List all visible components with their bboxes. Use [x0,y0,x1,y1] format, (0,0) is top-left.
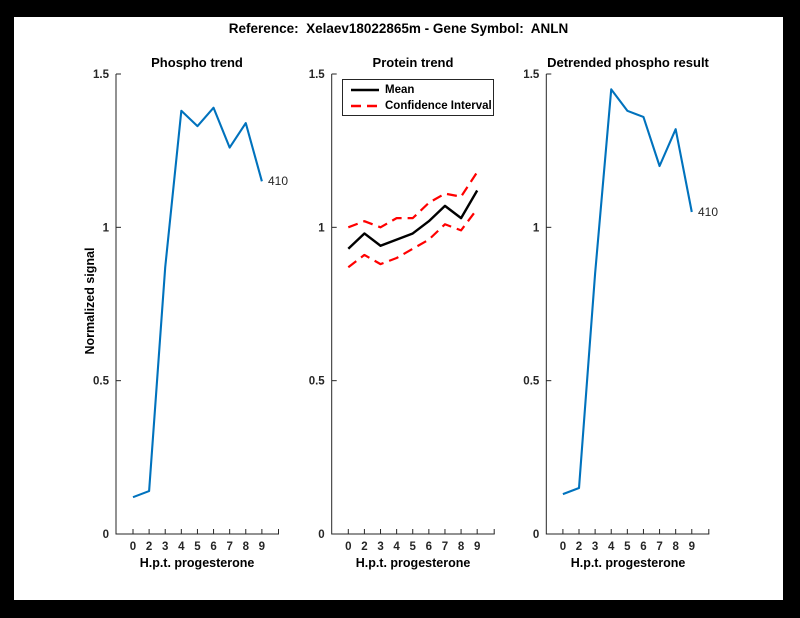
y-tick-label: 1 [103,222,110,234]
subplot3-title: Detrended phospho result [547,55,709,70]
x-tick-label: 9 [474,541,480,553]
x-tick-label: 7 [442,541,448,553]
x-tick-label: 4 [608,541,615,553]
x-tick-label: 8 [458,541,465,553]
x-tick-label: 2 [361,541,367,553]
series-mean [347,189,479,250]
y-tick-label: 1 [533,222,540,234]
legend-box: Mean Confidence Interval [342,79,494,116]
cluster-annotation-phospho: 410 [268,174,289,188]
x-tick-label: 7 [656,541,662,553]
y-tick-label: 1.5 [309,69,326,81]
y-tick-label: 1.5 [93,69,110,81]
subplot2-title: Protein trend [372,55,454,70]
axis-lines [545,74,710,535]
plots-canvas: 0 2 3 4 5 6 7 8 900.511.50 2 3 4 5 6 7 8 900.511.50 2 3 4 5 6… [93,69,710,553]
x-tick-label: 5 [194,541,201,553]
series-detrended-phospho-signal [562,88,693,496]
x-tick-label: 3 [162,541,168,553]
x-tick-label: 0 [560,541,566,553]
cluster-annotation-detrended: 410 [698,205,719,219]
legend-label-confidence-interval: Confidence Interval [385,99,492,112]
chart-2: 0 2 3 4 5 6 7 8 900.511.5 [523,69,710,553]
legend-label-mean: Mean [385,83,415,96]
x-tick-label: 6 [426,541,432,553]
x-tick-label: 0 [345,541,351,553]
y-tick-label: 0.5 [523,376,540,388]
x-tick-label: 8 [672,541,679,553]
x-tick-label: 7 [226,541,232,553]
subplot3-x-axis-label: H.p.t. progesterone [570,556,686,570]
chart-0: 0 2 3 4 5 6 7 8 900.511.5 [93,69,279,553]
x-tick-label: 9 [689,541,695,553]
legend-entry-confidence-interval: Confidence Interval [351,99,493,113]
y-tick-label: 0.5 [93,376,110,388]
subplot1-title: Phospho trend [151,55,243,70]
x-tick-label: 4 [178,541,185,553]
matlab-figure: Reference: Xelaev18022865m - Gene Symbol… [14,17,783,600]
x-tick-label: 0 [130,541,136,553]
subplot2-x-axis-label: H.p.t. progesterone [355,556,471,570]
y-tick-label: 0 [533,529,539,541]
y-tick-label: 1 [318,222,325,234]
x-tick-label: 5 [624,541,631,553]
x-tick-label: 3 [592,541,598,553]
x-tick-label: 6 [640,541,646,553]
x-tick-label: 3 [377,541,383,553]
x-tick-label: 5 [410,541,417,553]
axis-lines [331,74,495,535]
figure-title: Reference: Xelaev18022865m - Gene Symbol… [228,21,569,36]
axis-lines [115,74,279,535]
y-tick-label: 1.5 [523,69,540,81]
dashed-ci-line-icon [351,104,379,107]
y-tick-label: 0.5 [309,376,326,388]
x-tick-label: 2 [576,541,582,553]
legend-entry-mean: Mean [351,83,493,97]
y-tick-label: 0 [103,529,109,541]
x-tick-label: 4 [393,541,400,553]
x-tick-label: 8 [243,541,250,553]
y-tick-label: 0 [318,529,324,541]
x-tick-label: 9 [259,541,265,553]
mean-line-icon [351,88,379,91]
subplot1-x-axis-label: H.p.t. progesterone [139,556,255,570]
chart-1: 0 2 3 4 5 6 7 8 900.511.5 [309,69,495,553]
series-ci-upper [347,171,479,229]
series-phospho-signal [132,106,263,499]
x-tick-label: 2 [146,541,152,553]
x-tick-label: 6 [210,541,216,553]
